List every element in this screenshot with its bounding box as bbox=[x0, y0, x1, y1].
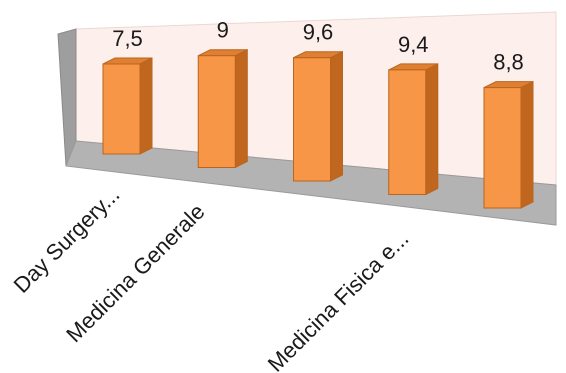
bar bbox=[388, 63, 439, 196]
bar-side-face bbox=[139, 57, 153, 155]
bar-side-face bbox=[425, 63, 439, 196]
category-axis-labels: Day Surgery...Medicina Generale Medicina … bbox=[9, 182, 414, 373]
category-tick-label: Day Surgery... bbox=[9, 182, 125, 298]
bar-front-face bbox=[293, 57, 331, 182]
bar bbox=[483, 80, 534, 209]
bar-side-face bbox=[520, 80, 534, 209]
bar-side-face bbox=[234, 48, 248, 169]
bar-front-face bbox=[483, 87, 522, 209]
bar-side-face bbox=[330, 50, 343, 182]
data-label: 8,8 bbox=[493, 50, 524, 75]
data-labels: 7,5 9 9,6 9,4 8,8 bbox=[112, 18, 524, 75]
bar bbox=[197, 48, 248, 169]
bar-front-face bbox=[388, 69, 427, 195]
data-label: 7,5 bbox=[112, 26, 143, 51]
bar-front-face bbox=[197, 55, 236, 168]
category-tick-label: Medicina Fisica e... bbox=[263, 226, 414, 373]
side-wall bbox=[57, 28, 77, 167]
bar-front-face bbox=[102, 63, 141, 155]
bar bbox=[102, 57, 153, 155]
data-label: 9,6 bbox=[303, 20, 334, 45]
data-label: 9,4 bbox=[398, 32, 429, 57]
chart-bars bbox=[102, 48, 534, 209]
data-label: 9 bbox=[217, 18, 229, 43]
bar bbox=[293, 50, 343, 182]
